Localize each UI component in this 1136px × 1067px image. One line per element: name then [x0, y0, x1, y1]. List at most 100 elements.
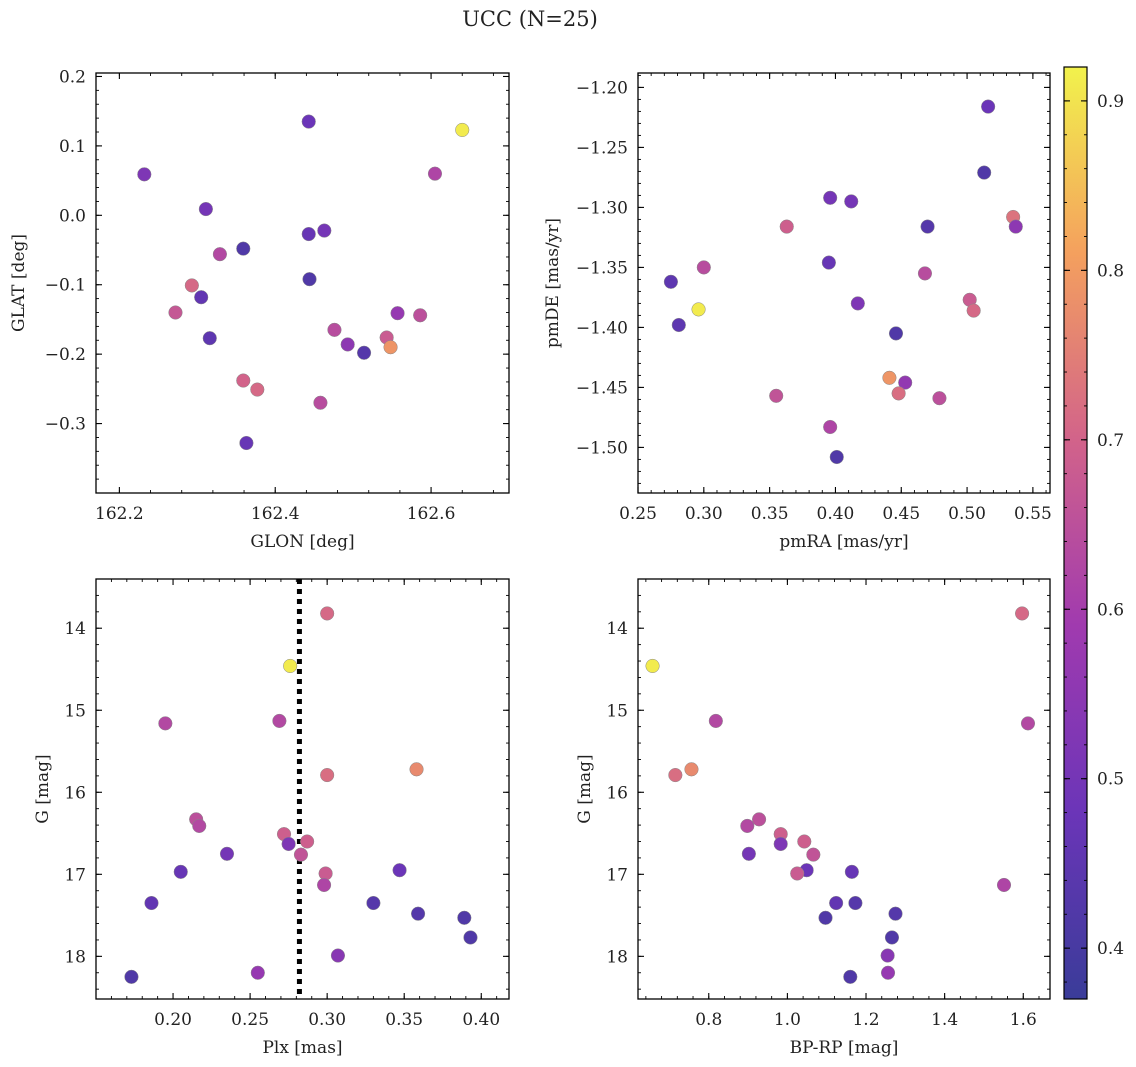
- y-tick-label: 17: [606, 865, 628, 885]
- axes-frame: [637, 72, 1051, 494]
- x-axis-label: GLON [deg]: [250, 532, 354, 552]
- scatter-point: [823, 190, 838, 205]
- scatter-point: [797, 834, 812, 849]
- scatter-point: [302, 272, 317, 287]
- scatter-point: [806, 847, 821, 862]
- y-tick-label: 0.2: [59, 67, 86, 87]
- scatter-point: [383, 340, 398, 355]
- colorbar-tick-label: 0.5: [1097, 770, 1124, 790]
- scatter-point: [173, 864, 188, 879]
- scatter-point: [1008, 219, 1023, 234]
- scatter-point: [411, 906, 426, 921]
- scatter-point: [192, 818, 207, 833]
- scatter-point: [219, 846, 235, 861]
- colorbar-gradient: [1063, 66, 1088, 1000]
- scatter-point: [773, 836, 788, 852]
- scatter-point: [829, 895, 844, 911]
- scatter-point: [691, 302, 706, 317]
- x-tick-label: 1.0: [774, 1010, 801, 1030]
- y-tick-label: −1.50: [576, 438, 628, 458]
- y-tick-label: 16: [606, 783, 628, 803]
- scatter-point: [392, 863, 407, 878]
- scatter-point: [236, 241, 251, 256]
- scatter-point: [236, 373, 251, 388]
- scatter-point: [752, 812, 767, 827]
- panel-bprp-g: 0.8 1.0 1.2 1.4 1.6 14 15 16 17 18 BP-RP [mag] G [m…: [575, 578, 1051, 1058]
- scatter-point: [409, 762, 424, 777]
- x-tick-label: 0.30: [685, 504, 723, 524]
- scatter-point: [390, 306, 405, 321]
- colorbar-tick-label: 0.6: [1097, 600, 1124, 620]
- scatter-point: [413, 308, 428, 323]
- scatter-point: [327, 322, 342, 337]
- axes-frame: [637, 578, 1051, 1000]
- scatter-point: [882, 370, 897, 385]
- scatter-point: [843, 969, 858, 984]
- scatter-point: [301, 227, 316, 242]
- y-tick-label: −1.35: [576, 258, 628, 278]
- scatter-point: [977, 165, 992, 180]
- x-tick-label: 1.6: [1010, 1010, 1037, 1030]
- scatter-point: [996, 877, 1012, 893]
- x-tick-label: 1.2: [852, 1010, 879, 1030]
- scatter-point: [844, 194, 859, 209]
- y-tick-label: 0.1: [59, 137, 86, 157]
- y-tick-label: −0.1: [45, 276, 86, 296]
- scatter-point: [684, 762, 699, 777]
- x-tick-label: 162.2: [95, 504, 144, 524]
- panel-plx-g: 0.20 0.25 0.30 0.35 0.40 14 15 16 17 18 Plx [mas] G…: [33, 578, 510, 1058]
- y-tick-label: 18: [64, 947, 86, 967]
- scatter-point: [891, 386, 906, 401]
- scatter-point: [1020, 716, 1036, 731]
- scatter-point: [168, 305, 183, 320]
- scatter-point: [898, 375, 913, 390]
- x-axis-label: Plx [mas]: [262, 1038, 342, 1058]
- y-tick-label: 18: [606, 947, 628, 967]
- scatter-point: [212, 247, 227, 262]
- x-tick-label: 0.35: [385, 1010, 423, 1030]
- scatter-point: [884, 930, 900, 945]
- colorbar-tick-label: 0.8: [1097, 261, 1124, 281]
- scatter-point: [250, 382, 265, 397]
- scatter-point: [340, 337, 355, 352]
- colorbar-tick-label: 0.4: [1097, 939, 1124, 959]
- scatter-point: [293, 847, 309, 862]
- x-tick-label: 0.8: [695, 1010, 722, 1030]
- y-tick-label: 15: [64, 701, 86, 721]
- scatter-point: [981, 99, 996, 114]
- y-tick-label: 14: [64, 619, 86, 639]
- scatter-point: [850, 296, 865, 311]
- scatter-point: [144, 895, 159, 911]
- scatter-point: [818, 910, 833, 925]
- panel-glon-glat: 162.2 162.4 162.6 −0.3 −0.2 −0.1 0.0 0.1 0.2 GLON…: [9, 67, 510, 552]
- scatter-point: [320, 768, 335, 783]
- x-tick-label: 0.55: [1014, 504, 1052, 524]
- scatter-point: [239, 435, 254, 451]
- scatter-point: [671, 317, 686, 333]
- colorbar-tick-label: 0.9: [1097, 92, 1124, 112]
- scatter-point: [668, 768, 683, 783]
- scatter-point: [696, 260, 711, 275]
- y-axis-label: G [mag]: [33, 754, 53, 823]
- y-tick-label: 14: [606, 619, 628, 639]
- y-tick-label: −1.25: [576, 138, 628, 158]
- y-tick-label: −0.2: [45, 345, 86, 365]
- scatter-point: [823, 419, 838, 435]
- scatter-point: [888, 906, 903, 921]
- axes-frame: [95, 578, 510, 1000]
- scatter-point: [779, 219, 794, 234]
- scatter-point: [184, 278, 199, 293]
- y-tick-label: 15: [606, 701, 628, 721]
- scatter-point: [158, 716, 173, 731]
- y-tick-label: 0.0: [59, 206, 86, 226]
- y-tick-label: −1.45: [576, 378, 628, 398]
- scatter-point: [741, 846, 756, 861]
- y-tick-label: −0.3: [45, 415, 86, 435]
- y-tick-label: −1.20: [576, 78, 628, 98]
- scatter-point: [769, 388, 784, 403]
- scatter-point: [457, 910, 472, 925]
- y-tick-label: −1.30: [576, 198, 628, 218]
- scatter-point: [301, 114, 316, 129]
- scatter-point: [300, 834, 315, 849]
